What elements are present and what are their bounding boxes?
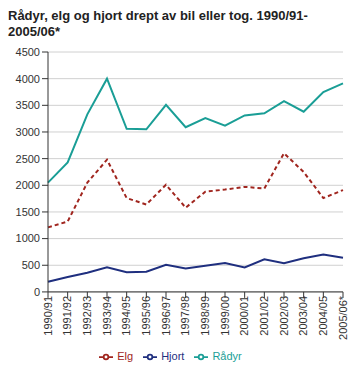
html-text:Hjort: Hjort — [161, 349, 185, 362]
svg-text:2000/01: 2000/01 — [238, 296, 250, 336]
svg-text:2004/05: 2004/05 — [317, 296, 329, 336]
svg-text:1998/99: 1998/99 — [199, 296, 211, 336]
svg-text:1996/97: 1996/97 — [160, 296, 172, 336]
svg-text:1995/96: 1995/96 — [140, 296, 152, 336]
svg-text:2000: 2000 — [16, 179, 40, 191]
svg-text:1999/00: 1999/00 — [219, 296, 231, 336]
svg-text:2005/06*: 2005/06* — [337, 295, 349, 340]
svg-text:1500: 1500 — [16, 206, 40, 218]
svg-text:1990/91: 1990/91 — [42, 296, 54, 336]
svg-text:3000: 3000 — [16, 126, 40, 138]
svg-text:2002/03: 2002/03 — [278, 296, 290, 336]
svg-text:1993/94: 1993/94 — [101, 296, 113, 336]
svg-text:2001/02: 2001/02 — [258, 296, 270, 336]
svg-text:4500: 4500 — [16, 46, 40, 58]
svg-text:2500: 2500 — [16, 153, 40, 165]
svg-text:3500: 3500 — [16, 99, 40, 111]
svg-text:1992/93: 1992/93 — [81, 296, 93, 336]
html-text:Elg: Elg — [117, 349, 134, 362]
svg-text:500: 500 — [22, 259, 40, 271]
svg-text:1991/92: 1991/92 — [61, 296, 73, 336]
svg-text:1000: 1000 — [16, 232, 40, 244]
svg-text:2003/04: 2003/04 — [297, 296, 309, 336]
svg-text:1994/95: 1994/95 — [120, 296, 132, 336]
svg-text:4000: 4000 — [16, 73, 40, 85]
html-text:Rådyr: Rådyr — [212, 349, 242, 362]
svg-text:0: 0 — [34, 286, 40, 298]
svg-text:1997/98: 1997/98 — [179, 296, 191, 336]
html-text:Rådyr, elg og hjort drept av b: Rådyr, elg og hjort drept av bil eller t… — [8, 8, 308, 39]
